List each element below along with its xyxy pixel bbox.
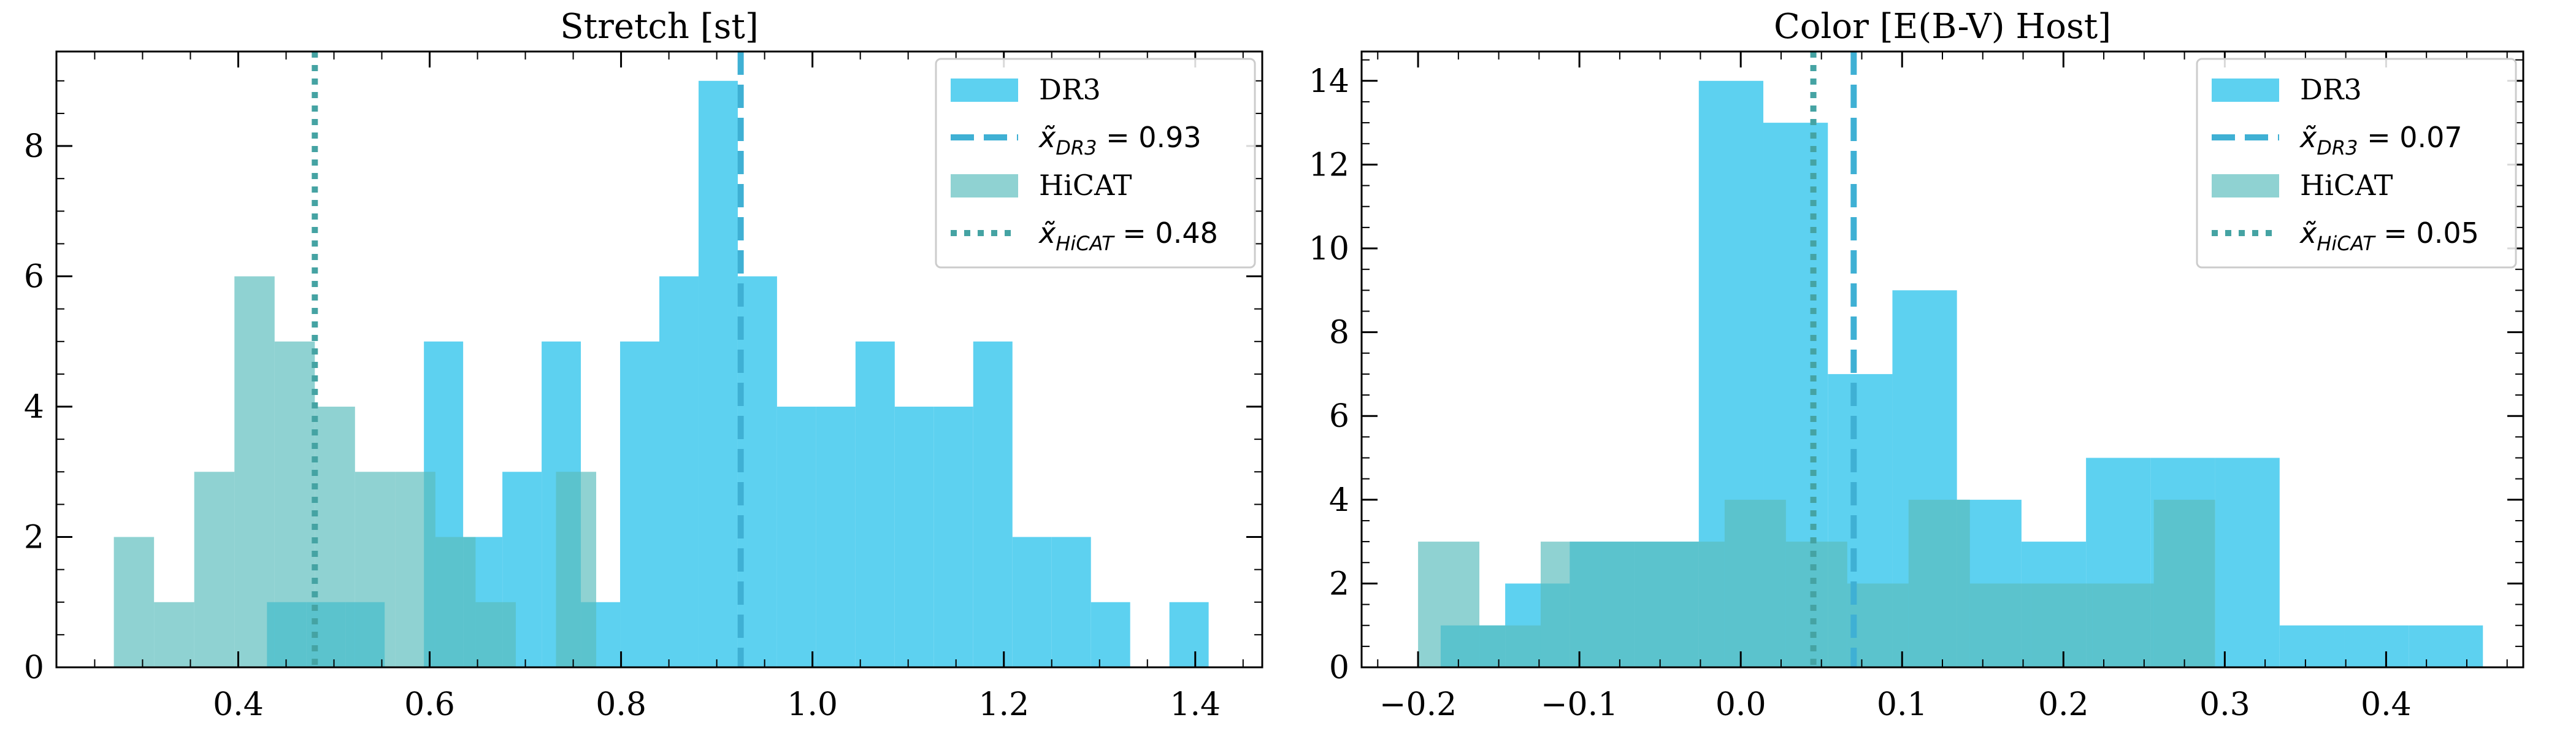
bar-hicat xyxy=(1969,583,2031,667)
bar-hicat xyxy=(1540,542,1602,667)
panel-2: −0.2 −0.1 0.0 0.1 0.2 0.3 0.4 0 2 4 6 8 10 12 14 Color … xyxy=(1309,7,2524,723)
plot-frame xyxy=(55,50,1263,669)
bar-hicat xyxy=(1724,499,1786,667)
bar-hicat xyxy=(556,472,597,667)
y-tick-label: 0 xyxy=(1329,650,1349,686)
bar-hicat xyxy=(234,276,275,667)
y-tick-label: 10 xyxy=(1309,231,1349,267)
chart-title: Stretch [st] xyxy=(560,7,758,47)
bar-hicat xyxy=(154,602,194,667)
bar-dr3 xyxy=(855,341,895,667)
bar-dr3 xyxy=(1012,537,1052,667)
bar-dr3 xyxy=(816,407,856,667)
x-tick-label: −0.1 xyxy=(1541,686,1618,723)
legend-box xyxy=(935,58,1256,269)
bar-dr3 xyxy=(933,407,973,667)
bar-hicat xyxy=(435,537,476,667)
bar-hicat xyxy=(1785,542,1847,667)
y-tick-label: 2 xyxy=(24,519,44,556)
bar-hicat xyxy=(2153,499,2215,667)
legend-label-median-dr3: x̃DR3 = 0.93 xyxy=(1038,121,1202,159)
bar-hicat xyxy=(1418,542,1480,667)
legend: DR3 x̃DR3 = 0.07 HiCAT x̃HiCAT = 0.05 xyxy=(2196,58,2517,269)
bar-hicat xyxy=(274,341,315,667)
bar-dr3 xyxy=(1091,602,1130,667)
bar-hicat xyxy=(315,407,355,667)
x-tick-label: 0.4 xyxy=(2361,686,2412,723)
legend: DR3 x̃DR3 = 0.93 HiCAT x̃HiCAT = 0.48 xyxy=(935,58,1256,269)
bar-hicat xyxy=(1663,542,1725,667)
legend-box xyxy=(2196,58,2517,269)
x-tick-label: 0.2 xyxy=(2038,686,2089,723)
legend-label-dr3: DR3 xyxy=(2300,73,2362,106)
legend-label-hicat: HiCAT xyxy=(1039,169,1132,202)
legend-label-median-hicat: x̃HiCAT = 0.05 xyxy=(2299,217,2479,255)
bar-hicat xyxy=(113,537,155,667)
bar-hicat xyxy=(475,602,516,667)
bar-hicat xyxy=(2092,583,2154,667)
y-tick-label: 6 xyxy=(1329,398,1349,435)
bar-dr3 xyxy=(698,80,738,668)
bar-dr3 xyxy=(894,407,934,667)
bar-dr3 xyxy=(973,341,1013,667)
bar-dr3 xyxy=(659,276,699,667)
x-tick-label: 1.2 xyxy=(978,686,1029,723)
bar-hicat xyxy=(1601,542,1663,667)
bar-hicat xyxy=(2031,583,2093,667)
bar-hicat xyxy=(1847,583,1909,667)
y-tick-label: 4 xyxy=(24,389,44,426)
legend-label-dr3: DR3 xyxy=(1039,73,1101,106)
bar-hicat xyxy=(395,472,435,667)
panel-1: 0.4 0.6 0.8 1.0 1.2 1.4 0 2 4 6 8 Stretch [st] DR3 x̃… xyxy=(24,7,1263,723)
x-tick-label: 0.6 xyxy=(404,686,455,723)
legend-swatch-hicat xyxy=(951,174,1018,197)
legend-swatch-hicat xyxy=(2212,174,2279,197)
bar-dr3 xyxy=(2344,625,2409,667)
y-tick-label: 12 xyxy=(1309,147,1349,183)
x-tick-label: 1.0 xyxy=(787,686,838,723)
x-tick-label: 0.0 xyxy=(1715,686,1766,723)
x-tick-label: 0.1 xyxy=(1877,686,1928,723)
bar-dr3 xyxy=(1051,537,1091,667)
bar-dr3 xyxy=(2215,458,2280,667)
bar-hicat xyxy=(194,472,235,667)
bar-dr3 xyxy=(1169,602,1209,667)
legend-label-median-hicat: x̃HiCAT = 0.48 xyxy=(1038,217,1218,255)
y-tick-label: 8 xyxy=(24,128,44,165)
bar-hicat xyxy=(1479,625,1541,667)
bar-dr3 xyxy=(2279,625,2345,667)
histogram-hicat xyxy=(113,276,597,667)
y-tick-label: 6 xyxy=(24,259,44,296)
plot-frame xyxy=(1360,50,2524,669)
bar-dr3 xyxy=(776,407,816,667)
legend-label-median-dr3: x̃DR3 = 0.07 xyxy=(2299,121,2463,159)
y-tick-label: 2 xyxy=(1329,565,1349,602)
legend-swatch-dr3 xyxy=(2212,79,2279,102)
x-tick-label: 0.4 xyxy=(213,686,264,723)
histogram-hicat xyxy=(1418,499,2215,667)
chart-title: Color [E(B-V) Host] xyxy=(1774,7,2111,47)
y-tick-label: 4 xyxy=(1329,482,1349,519)
bar-dr3 xyxy=(737,276,777,667)
bar-dr3 xyxy=(2409,625,2483,667)
legend-label-hicat: HiCAT xyxy=(2300,169,2393,202)
x-tick-label: −0.2 xyxy=(1379,686,1457,723)
x-tick-label: 0.8 xyxy=(596,686,646,723)
y-tick-label: 0 xyxy=(24,650,44,686)
x-tick-label: 0.3 xyxy=(2199,686,2250,723)
bar-hicat xyxy=(1908,499,1970,667)
bar-dr3 xyxy=(620,341,659,667)
bar-hicat xyxy=(355,472,396,667)
legend-swatch-dr3 xyxy=(951,79,1018,102)
y-tick-label: 14 xyxy=(1309,63,1349,100)
y-tick-label: 8 xyxy=(1329,315,1349,351)
x-tick-label: 1.4 xyxy=(1170,686,1221,723)
